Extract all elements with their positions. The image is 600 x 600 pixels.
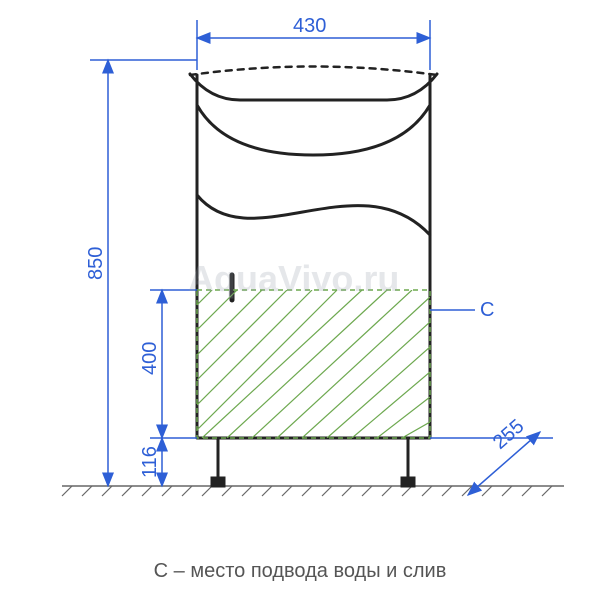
dimension-labels: 430 850 400 116 255 C	[85, 15, 528, 478]
diagram-svg: 430 850 400 116 255 C	[0, 0, 600, 600]
diagram-container: 430 850 400 116 255 C AquaVivo.ru С – ме…	[0, 0, 600, 600]
label-c: C	[480, 299, 494, 321]
ground	[62, 486, 564, 496]
dim-height-total: 850	[85, 247, 107, 280]
dimensions	[90, 20, 553, 495]
legs	[212, 438, 414, 486]
dim-width: 430	[293, 15, 326, 37]
cabinet	[190, 67, 437, 439]
caption: С – место подвода воды и слив	[0, 560, 600, 583]
dim-height-leg: 116	[139, 446, 161, 478]
dim-height-hatch: 400	[139, 342, 161, 375]
zone-c	[197, 290, 430, 438]
